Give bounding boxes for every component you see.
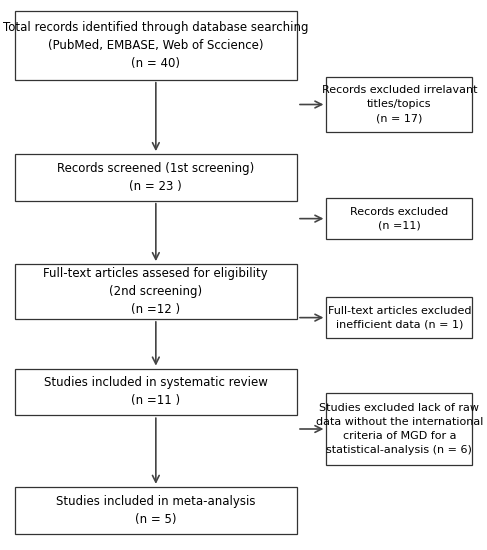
Text: Records excluded
(n =11): Records excluded (n =11) [350, 207, 449, 230]
FancyBboxPatch shape [15, 154, 297, 201]
FancyBboxPatch shape [15, 264, 297, 319]
Text: Studies excluded lack of raw
data without the international
criteria of MGD for : Studies excluded lack of raw data withou… [316, 403, 483, 455]
FancyBboxPatch shape [15, 487, 297, 534]
FancyBboxPatch shape [326, 393, 472, 465]
FancyBboxPatch shape [326, 198, 472, 239]
Text: Studies included in systematic review
(n =11 ): Studies included in systematic review (n… [44, 376, 268, 408]
Text: Records screened (1st screening)
(n = 23 ): Records screened (1st screening) (n = 23… [57, 162, 255, 193]
Text: Studies included in meta-analysis
(n = 5): Studies included in meta-analysis (n = 5… [56, 494, 256, 526]
FancyBboxPatch shape [15, 368, 297, 415]
Text: Total records identified through database searching
(PubMed, EMBASE, Web of Scci: Total records identified through databas… [3, 21, 309, 70]
FancyBboxPatch shape [326, 297, 472, 338]
FancyBboxPatch shape [326, 77, 472, 132]
Text: Full-text articles excluded
inefficient data (n = 1): Full-text articles excluded inefficient … [328, 306, 471, 329]
FancyBboxPatch shape [15, 11, 297, 80]
Text: Full-text articles assesed for eligibility
(2nd screening)
(n =12 ): Full-text articles assesed for eligibili… [43, 267, 268, 316]
Text: Records excluded irrelavant
titles/topics
(n = 17): Records excluded irrelavant titles/topic… [321, 85, 477, 124]
